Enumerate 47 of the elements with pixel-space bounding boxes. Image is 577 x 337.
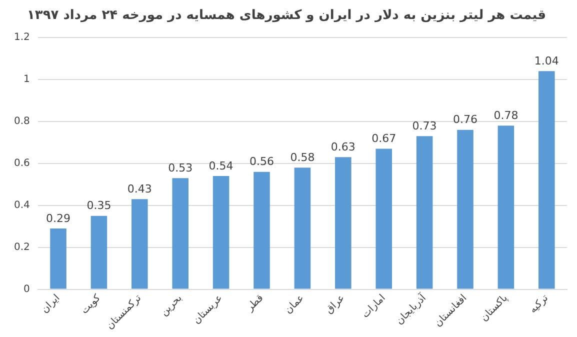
bar (457, 130, 474, 289)
y-tick-label: 1.2 (14, 32, 30, 44)
data-label: 0.29 (46, 212, 71, 225)
y-tick-label: 0.2 (14, 242, 30, 253)
x-tick-label: کویت (79, 292, 104, 316)
x-tick-label: پاکستان (478, 292, 510, 324)
data-label: 0.58 (290, 150, 315, 164)
data-label: 0.76 (453, 113, 478, 126)
y-tick-label: 0 (24, 284, 30, 295)
x-tick-label: ترکمنستان (104, 292, 144, 332)
bar (254, 172, 270, 289)
x-tick-label: عربستان (191, 292, 226, 326)
x-tick-label: عمان (282, 292, 306, 316)
data-label: 1.04 (534, 54, 559, 68)
x-tick-label: ترکیه (528, 292, 551, 316)
bar (50, 228, 66, 289)
x-tick-label: ایران (39, 292, 62, 316)
data-label: 0.54 (208, 159, 234, 172)
bar (212, 176, 230, 289)
bar (132, 199, 148, 289)
y-tick-label: 0.8 (14, 116, 30, 128)
data-label: 0.78 (494, 109, 518, 122)
y-tick-label: 0.4 (14, 200, 30, 211)
x-tick-label: افغانستان (432, 292, 470, 330)
x-tick-label: بحرین (158, 292, 184, 318)
x-tick-label: امارات (360, 292, 388, 320)
bar (172, 178, 188, 289)
bar (538, 71, 555, 289)
data-label: 0.53 (168, 161, 193, 174)
data-label: 0.67 (372, 132, 396, 146)
bar (498, 126, 514, 289)
bar (294, 168, 311, 289)
bar (416, 136, 433, 289)
bar (90, 216, 108, 289)
x-tick-label: قطر (244, 292, 266, 314)
data-label: 0.63 (330, 140, 356, 154)
bar (335, 157, 352, 289)
y-tick-label: 1 (24, 74, 30, 86)
data-label: 0.56 (250, 155, 274, 168)
y-tick-label: 0.6 (14, 158, 30, 170)
data-label: 0.73 (412, 120, 437, 133)
chart-title: قیمت هر لیتر بنزین به دلار در ایران و کشورهای همسایه در مورخه ۲۴ مرداد ۱۳۹۷ (26, 8, 546, 24)
data-label: 0.43 (127, 182, 152, 196)
x-tick-label: عراق (324, 292, 348, 316)
bar (376, 148, 392, 289)
data-label: 0.35 (86, 199, 112, 212)
x-tick-label: آذربایجان (392, 290, 430, 328)
